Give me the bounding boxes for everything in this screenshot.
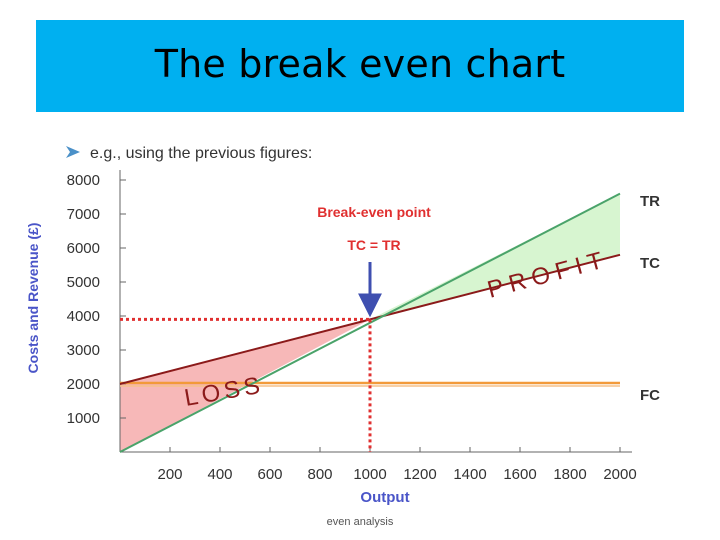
x-tick-label: 400: [207, 466, 232, 483]
title-bar: The break even chart: [36, 20, 684, 112]
y-tick-labels: 1000 2000 3000 4000 5000 6000 7000 8000: [67, 172, 126, 427]
break-even-label: Break-even point: [317, 204, 431, 220]
x-tick-label: 2000: [603, 466, 636, 483]
x-tick-label: 200: [157, 466, 182, 483]
series-label-fc: FC: [640, 387, 660, 404]
series-label-tr: TR: [640, 193, 660, 210]
y-tick-label: 5000: [67, 274, 100, 291]
y-tick-label: 2000: [67, 376, 100, 393]
x-tick-label: 1400: [453, 466, 486, 483]
x-axis-label: Output: [360, 489, 409, 506]
bullet-text: e.g., using the previous figures:: [90, 145, 312, 162]
x-tick-label: 600: [257, 466, 282, 483]
footer-text: even analysis: [326, 516, 394, 528]
y-tick-label: 6000: [67, 240, 100, 257]
series-labels: TR TC FC: [640, 193, 660, 404]
break-even-chart: e.g., using the previous figures: 100020…: [25, 145, 660, 506]
slide-title: The break even chart: [154, 42, 566, 86]
y-tick-label: 7000: [67, 206, 100, 223]
series-label-tc: TC: [640, 255, 660, 272]
x-tick-label: 1800: [553, 466, 586, 483]
bullet-arrow-icon: [66, 146, 80, 158]
x-tick-label: 800: [307, 466, 332, 483]
x-tick-label: 1600: [503, 466, 536, 483]
y-axis-label: Costs and Revenue (£): [25, 223, 41, 374]
tr-line: [119, 192, 621, 453]
y-tick-label: 8000: [67, 172, 100, 189]
x-tick-label: 1200: [403, 466, 436, 483]
chart-panel: e.g., using the previous figures: 1000 20…: [20, 138, 692, 518]
x-tick-labels: 200 400 600 800 1000 1200 1400 1600 1800 2000: [157, 447, 637, 483]
y-tick-label: 1000: [67, 410, 100, 427]
series-lines: [119, 192, 621, 453]
y-tick-label: 4000: [67, 308, 100, 325]
y-tick-label: 3000: [67, 342, 100, 359]
break-even-formula: TC = TR: [347, 237, 400, 253]
x-tick-label: 1000: [353, 466, 386, 483]
